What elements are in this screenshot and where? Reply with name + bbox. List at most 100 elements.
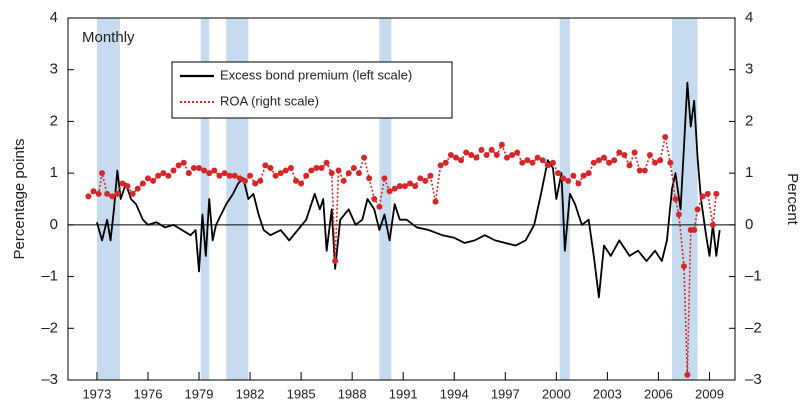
data-point [452,154,459,161]
x-tick-label: 2003 [593,386,622,401]
data-point [519,159,526,166]
data-point [570,172,577,179]
data-point [206,170,213,177]
data-point [298,180,305,187]
data-point [85,193,92,200]
data-point [427,172,434,179]
data-point [407,180,414,187]
y2-tick-label: 2 [745,112,753,129]
x-tick-label: 1976 [134,386,163,401]
y2-tick-label: 1 [745,164,753,181]
data-point [458,157,465,164]
data-point [694,206,701,213]
data-point [109,193,116,200]
legend-label: ROA (right scale) [220,93,319,108]
data-point [699,193,706,200]
data-point [684,371,691,378]
recession-band [96,18,120,380]
data-point [555,170,562,177]
x-tick-label: 2000 [542,386,571,401]
data-point [580,172,587,179]
data-point [340,177,347,184]
data-point [704,190,711,197]
recession-band [559,18,570,380]
y-axis-label: Percentage points [11,139,28,260]
y2-axis-label: Percent [784,173,801,226]
data-point [303,172,310,179]
data-point [313,164,320,171]
data-point [216,172,223,179]
data-point [170,167,177,174]
data-point [534,154,541,161]
data-point [493,152,500,159]
x-tick-label: 1982 [236,386,265,401]
data-point [386,188,393,195]
data-point [376,203,383,210]
y2-tick-label: –1 [745,268,762,285]
series-line [87,136,718,376]
plot-frame [67,17,736,381]
data-point [99,170,106,177]
data-point [211,167,218,174]
data-point [641,167,648,174]
data-point [447,152,454,159]
data-point [144,175,151,182]
data-point [672,196,679,202]
data-point [463,149,470,156]
data-point [247,172,254,179]
data-point [262,162,269,169]
data-point [600,154,607,161]
data-point [185,170,192,177]
data-point [90,188,97,195]
data-point [657,157,664,164]
data-point [585,170,592,177]
data-point [473,154,480,161]
data-point [483,152,490,159]
y-tick-label: 0 [50,216,58,233]
data-point [287,164,294,171]
data-point [175,162,182,169]
x-tick-label: 1985 [287,386,316,401]
y2-tick-label: 3 [745,61,753,78]
data-point [160,170,167,177]
data-point [350,164,357,171]
data-point [626,162,633,169]
data-point [236,175,243,182]
data-point [544,162,551,169]
data-point [539,157,546,164]
data-point [478,146,485,153]
data-point [412,183,419,190]
data-point [391,185,398,192]
legend: Excess bond premium (left scale) ROA (ri… [171,61,453,119]
data-point [514,149,521,156]
data-point [432,198,439,205]
data-point [150,177,157,184]
data-point [355,170,362,177]
data-point [267,164,274,171]
data-point [401,183,408,190]
data-point [328,170,335,177]
data-point [396,183,403,190]
data-point [575,180,582,187]
data-point [646,152,653,159]
data-point [293,177,300,184]
data-point [503,154,510,161]
data-point [560,175,567,182]
data-point [252,180,259,187]
annotation: Monthly [82,29,135,46]
data-point [595,157,602,164]
y-tick-label: –2 [41,319,58,336]
recession-band [379,18,392,380]
x-tick-label: 1997 [491,386,520,401]
data-point [201,167,208,174]
data-point [616,149,623,156]
y2-tick-label: 0 [745,216,753,233]
data-point [345,170,352,177]
y-tick-label: 3 [50,61,58,78]
recession-band [200,18,210,380]
data-point [241,177,248,184]
data-point [565,177,572,184]
data-point [524,157,531,164]
y-tick-label: 2 [50,112,58,129]
